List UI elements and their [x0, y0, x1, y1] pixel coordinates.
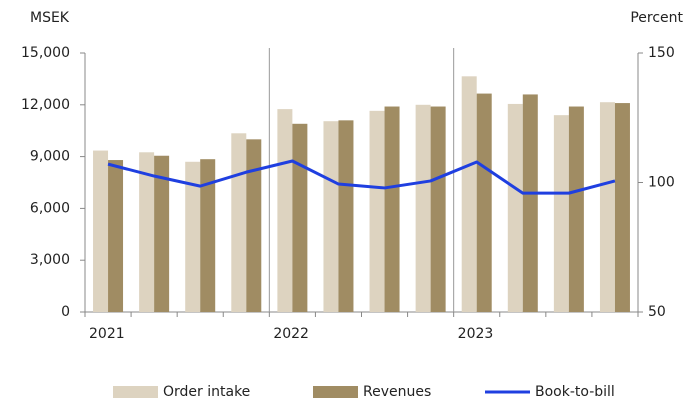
bar [614, 103, 630, 312]
bar [507, 103, 523, 312]
x-tick-label: 2021 [89, 326, 125, 342]
legend-swatch [113, 386, 158, 398]
bar [338, 120, 354, 312]
y-tick-label: 6,000 [30, 200, 70, 216]
bar [553, 115, 569, 312]
bar [522, 94, 538, 312]
legend-label: Book-to-bill [535, 384, 615, 400]
bar [323, 121, 339, 312]
x-tick-label: 2022 [273, 326, 309, 342]
bar [185, 161, 201, 312]
bar [369, 110, 385, 313]
y2-tick-label: 100 [648, 175, 675, 191]
bar [139, 152, 155, 312]
bar [476, 93, 492, 313]
bar [200, 159, 216, 312]
bar [599, 102, 615, 313]
x-tick-label: 2023 [458, 326, 494, 342]
y-tick-label: 3,000 [30, 252, 70, 268]
bar [292, 123, 308, 312]
bar [461, 76, 477, 312]
bar [154, 155, 170, 312]
bar [108, 160, 124, 312]
y-axis-title: MSEK [30, 10, 70, 26]
y2-tick-label: 50 [648, 304, 666, 320]
y-tick-label: 12,000 [21, 97, 70, 113]
bar [415, 104, 431, 312]
bar [568, 106, 584, 312]
line [107, 159, 616, 195]
legend-label: Order intake [163, 384, 250, 400]
y2-axis-title: Percent [630, 10, 683, 26]
legend-label: Revenues [363, 384, 431, 400]
y-tick-label: 9,000 [30, 149, 70, 165]
bar [430, 106, 446, 312]
bar [246, 139, 262, 312]
y-tick-label: 0 [61, 304, 70, 320]
bar [384, 106, 400, 312]
y-tick-label: 15,000 [21, 45, 70, 61]
bar [93, 150, 109, 312]
bar [277, 109, 293, 312]
bar [231, 133, 247, 312]
y2-tick-label: 150 [648, 45, 675, 61]
legend-swatch [313, 386, 358, 398]
